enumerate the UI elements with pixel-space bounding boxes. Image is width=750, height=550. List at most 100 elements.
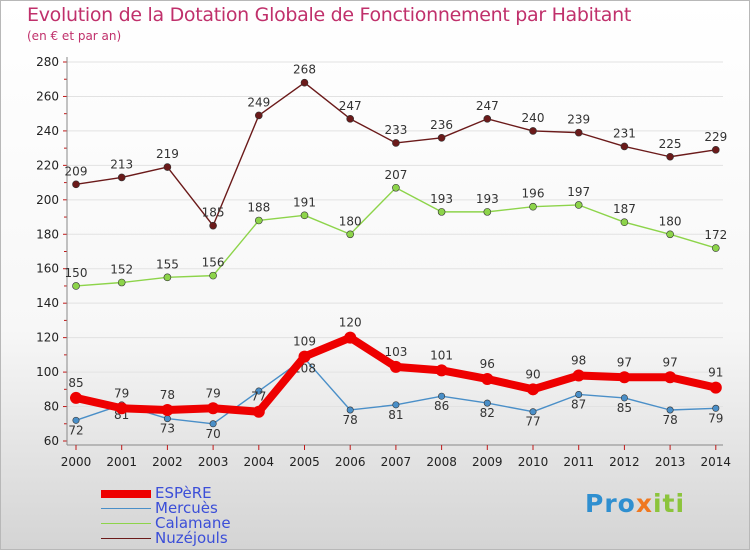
y-tick-label: 160 bbox=[36, 262, 59, 276]
x-tick-label: 2004 bbox=[244, 455, 275, 469]
data-point bbox=[435, 364, 448, 377]
data-point bbox=[481, 372, 494, 385]
data-label: 103 bbox=[384, 345, 407, 359]
data-point bbox=[664, 371, 677, 384]
data-label: 86 bbox=[434, 399, 449, 413]
legend-label: Calamane bbox=[155, 514, 231, 532]
data-label: 249 bbox=[247, 95, 270, 109]
data-point bbox=[392, 183, 400, 192]
legend-label: Nuzéjouls bbox=[155, 529, 228, 547]
data-label: 225 bbox=[659, 137, 682, 151]
data-point bbox=[344, 331, 357, 344]
legend-label: Mercuès bbox=[155, 499, 218, 517]
data-label: 90 bbox=[525, 367, 540, 381]
data-label: 233 bbox=[384, 123, 407, 137]
data-label: 79 bbox=[114, 386, 129, 400]
data-point bbox=[254, 111, 263, 120]
logo-part-1: Pro bbox=[585, 489, 636, 518]
data-point bbox=[72, 180, 80, 189]
legend-swatch bbox=[101, 507, 151, 510]
data-label: 72 bbox=[68, 423, 83, 437]
data-point bbox=[711, 244, 720, 252]
data-point bbox=[389, 360, 402, 373]
data-label: 77 bbox=[251, 390, 266, 404]
legend-item: Calamane bbox=[101, 516, 231, 531]
data-point bbox=[117, 278, 126, 287]
data-label: 96 bbox=[480, 357, 495, 371]
data-label: 120 bbox=[339, 316, 362, 330]
y-tick-label: 260 bbox=[36, 89, 59, 103]
data-point bbox=[709, 381, 722, 394]
data-point bbox=[572, 369, 585, 382]
data-label: 247 bbox=[339, 99, 362, 113]
data-point bbox=[620, 142, 629, 151]
data-point bbox=[574, 201, 583, 209]
x-tick-label: 2010 bbox=[518, 455, 549, 469]
data-label: 85 bbox=[68, 376, 83, 390]
data-label: 85 bbox=[617, 401, 632, 415]
data-point bbox=[72, 416, 80, 424]
data-label: 78 bbox=[160, 388, 175, 402]
data-label: 97 bbox=[617, 355, 632, 369]
data-point bbox=[574, 128, 583, 137]
legend-label: ESPèRE bbox=[155, 484, 212, 502]
x-tick-label: 2013 bbox=[655, 455, 686, 469]
data-point bbox=[483, 399, 491, 407]
data-label: 78 bbox=[662, 413, 677, 427]
legend: ESPèRE Mercuès Calamane Nuzéjouls bbox=[101, 486, 231, 546]
data-label: 219 bbox=[156, 147, 179, 161]
data-point bbox=[254, 216, 263, 225]
data-point bbox=[209, 420, 217, 428]
y-tick-label: 280 bbox=[36, 55, 59, 69]
x-tick-label: 2007 bbox=[381, 455, 412, 469]
data-point bbox=[483, 115, 492, 123]
legend-item: Mercuès bbox=[101, 501, 231, 516]
data-label: 78 bbox=[343, 413, 358, 427]
data-label: 209 bbox=[65, 164, 88, 178]
data-point bbox=[575, 390, 583, 398]
data-label: 240 bbox=[522, 111, 545, 125]
y-tick-label: 240 bbox=[36, 124, 59, 138]
data-point bbox=[346, 406, 354, 414]
data-point bbox=[666, 406, 674, 414]
data-point bbox=[529, 202, 537, 211]
data-label: 213 bbox=[110, 157, 133, 171]
data-point bbox=[300, 211, 309, 220]
data-label: 180 bbox=[659, 214, 682, 228]
data-point bbox=[618, 371, 631, 384]
data-point bbox=[666, 230, 674, 239]
x-tick-label: 2003 bbox=[198, 455, 229, 469]
y-tick-label: 200 bbox=[36, 193, 59, 207]
x-tick-label: 2012 bbox=[609, 455, 640, 469]
x-tick-label: 2011 bbox=[563, 455, 594, 469]
x-tick-label: 2000 bbox=[61, 455, 92, 469]
data-point bbox=[346, 230, 355, 239]
y-tick-label: 140 bbox=[36, 296, 59, 310]
data-point bbox=[72, 282, 80, 290]
data-label: 98 bbox=[571, 354, 586, 368]
x-tick-label: 2001 bbox=[106, 455, 137, 469]
data-label: 187 bbox=[613, 202, 636, 216]
data-point bbox=[346, 115, 355, 123]
logo-part-2: x bbox=[635, 489, 653, 518]
data-point bbox=[163, 273, 172, 282]
x-tick-label: 2006 bbox=[335, 455, 366, 469]
data-label: 229 bbox=[704, 130, 727, 144]
chart-title: Evolution de la Dotation Globale de Fonc… bbox=[27, 4, 632, 26]
data-label: 77 bbox=[525, 415, 540, 429]
y-tick-label: 220 bbox=[36, 158, 59, 172]
data-label: 82 bbox=[480, 406, 495, 420]
data-label: 91 bbox=[708, 366, 723, 380]
data-point bbox=[252, 405, 265, 418]
data-point bbox=[437, 208, 446, 216]
data-label: 97 bbox=[662, 355, 677, 369]
legend-swatch bbox=[101, 537, 151, 540]
x-tick-label: 2009 bbox=[472, 455, 503, 469]
data-label: 180 bbox=[339, 214, 362, 228]
data-point bbox=[527, 383, 539, 396]
data-label: 79 bbox=[708, 411, 723, 425]
x-tick-label: 2014 bbox=[701, 455, 732, 469]
data-label: 150 bbox=[65, 266, 88, 280]
legend-swatch bbox=[101, 522, 151, 525]
